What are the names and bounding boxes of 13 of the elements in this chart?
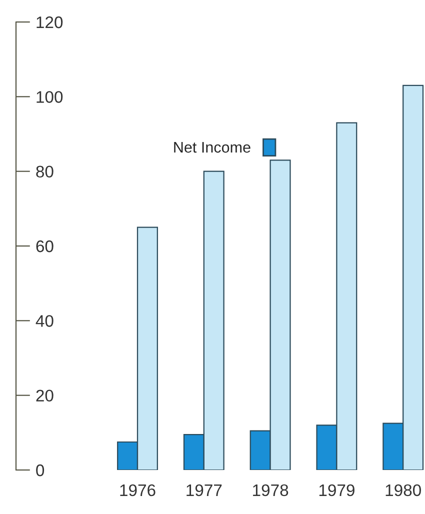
y-tick-label: 120 [36,16,63,28]
x-tick-label: 1977 [186,484,222,496]
x-tick-label: 1979 [319,484,354,496]
x-tick-label: 1980 [386,484,421,496]
y-tick-label: 20 [36,390,54,402]
y-tick-label: 0 [36,464,44,476]
x-tick-label: 1976 [120,484,156,496]
x-tick-label: 1978 [253,484,288,496]
y-tick-label: 60 [36,240,54,252]
y-tick-label: 40 [36,315,54,327]
y-tick-label: 100 [36,91,63,103]
y-tick-label: 80 [36,166,54,178]
legend-label: Net Income [174,142,250,153]
